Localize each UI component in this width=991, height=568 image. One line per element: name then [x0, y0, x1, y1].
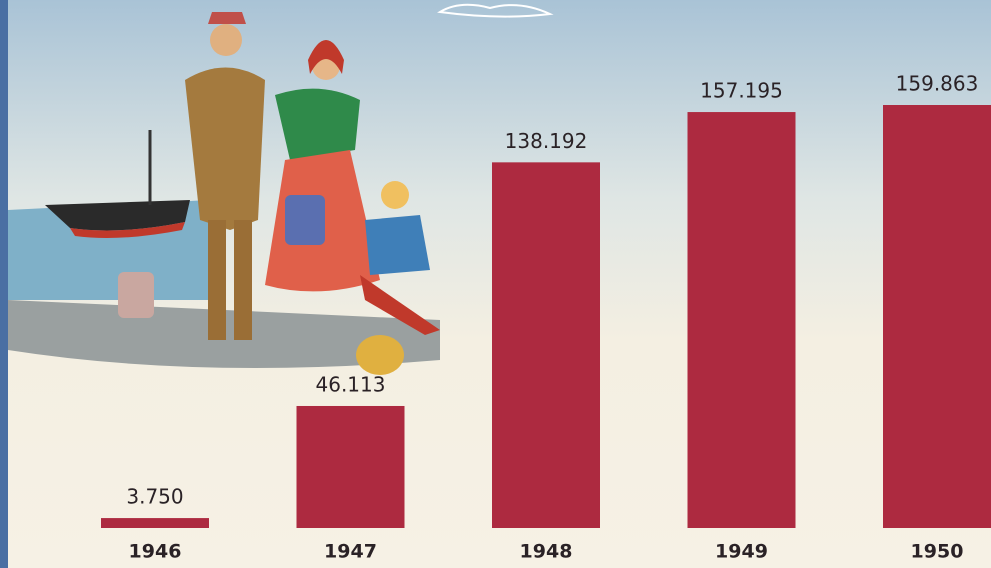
value-label: 159.863 [896, 72, 979, 96]
category-label: 1950 [911, 541, 964, 563]
bar [688, 112, 796, 528]
category-label: 1948 [520, 541, 573, 563]
value-label: 46.113 [316, 372, 386, 396]
bar [883, 105, 991, 528]
edge-strip [0, 0, 8, 568]
value-label: 157.195 [700, 79, 783, 103]
value-label: 138.192 [505, 129, 588, 153]
category-label: 1947 [324, 541, 377, 563]
bar [297, 406, 405, 528]
chart: 3.750 1946 46.113 1947 138.192 1948 157.195 194… [0, 0, 991, 568]
page: {"chart_data": {"type": "bar", "categori… [0, 0, 991, 568]
bar [492, 162, 600, 528]
category-label: 1949 [715, 541, 768, 563]
category-label: 1946 [129, 541, 182, 563]
value-label: 3.750 [126, 485, 183, 509]
bar [101, 518, 209, 528]
